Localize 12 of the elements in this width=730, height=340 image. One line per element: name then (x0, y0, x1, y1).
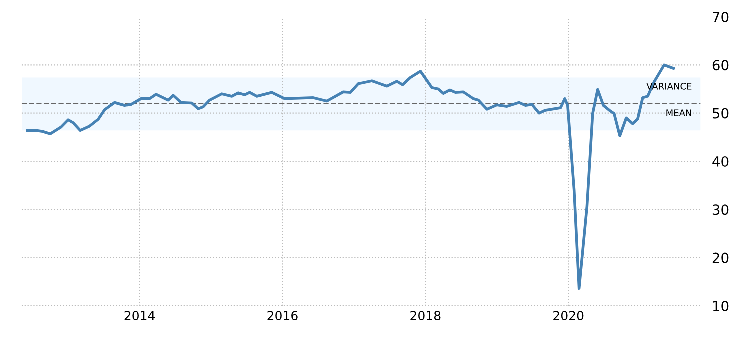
y-tick-label: 30 (712, 204, 729, 216)
y-tick-label: 60 (712, 60, 729, 71)
x-tick-label: 2016 (268, 311, 298, 321)
x-tick-label: 2020 (554, 311, 584, 321)
y-tick-label: 10 (713, 300, 729, 312)
x-tick-label: 2014 (124, 311, 156, 321)
ref-line-label: MEAN (666, 110, 692, 116)
y-tick-label: 50 (712, 108, 729, 119)
y-tick-label: 20 (712, 252, 729, 264)
y-tick-label: 40 (712, 156, 729, 167)
y-tick-label: 70 (713, 12, 729, 22)
x-tick-label: 2018 (410, 311, 441, 321)
